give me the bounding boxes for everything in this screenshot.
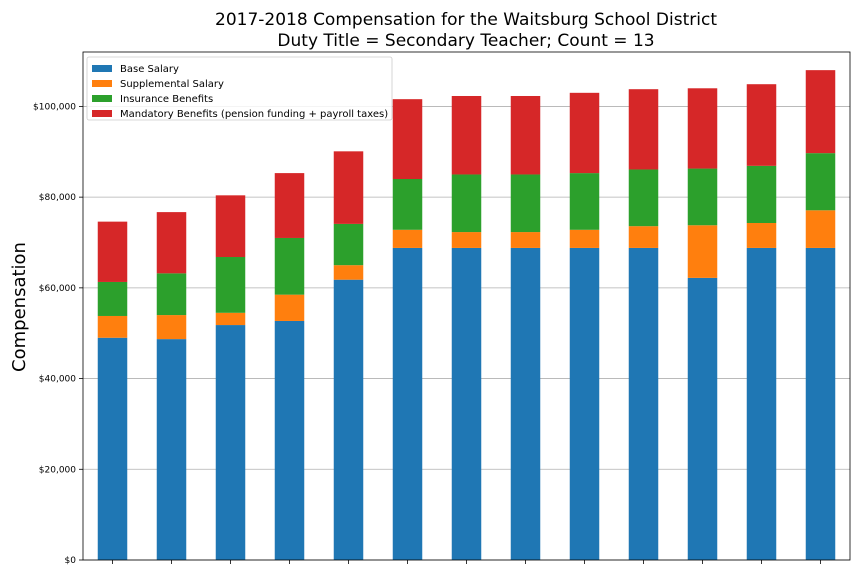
bar-segment-1-8 [510,247,541,560]
bar-segment-4-13 [805,70,836,154]
bar-segment-4-1 [97,221,128,282]
bar-segment-1-2 [156,339,187,560]
bar-segment-3-8 [510,174,541,233]
bar-segment-1-13 [805,247,836,560]
bar-segment-4-4 [274,173,305,238]
bar-segment-2-10 [628,226,659,248]
bar-segment-2-8 [510,232,541,248]
bar-segment-3-5 [333,223,364,266]
bar-segment-4-8 [510,95,541,175]
bar-segment-3-6 [392,179,423,230]
bar-segment-1-10 [628,247,659,560]
legend-swatch [92,95,112,102]
bar-segment-2-4 [274,294,305,321]
bar-segment-3-2 [156,273,187,316]
y-tick-label: $20,000 [39,465,76,475]
y-tick-label: $0 [65,556,77,566]
bar-segment-4-12 [746,84,777,166]
bar-segment-4-2 [156,212,187,274]
bar-segment-4-7 [451,95,482,175]
bar-segment-1-12 [746,247,777,560]
y-tick-label: $40,000 [39,375,76,385]
bar-segment-1-7 [451,247,482,560]
bar-segment-1-6 [392,247,423,560]
legend-swatch [92,65,112,72]
bar-segment-4-5 [333,151,364,224]
bar-segment-3-9 [569,173,600,230]
bar-segment-2-6 [392,229,423,248]
legend-swatch [92,110,112,117]
bar-segment-2-3 [215,312,246,326]
bar-segment-3-3 [215,257,246,313]
bar-segment-1-1 [97,337,128,560]
bar-segment-3-11 [687,168,718,226]
bar-segment-4-11 [687,88,718,169]
bar-segment-3-4 [274,237,305,295]
legend-label: Supplemental Salary [120,79,224,90]
legend-label: Insurance Benefits [120,94,213,105]
bar-segment-1-3 [215,325,246,560]
legend-swatch [92,80,112,87]
bar-segment-1-4 [274,320,305,560]
y-tick-label: $80,000 [39,193,76,203]
bar-segment-2-12 [746,222,777,248]
chart-title: 2017-2018 Compensation for the Waitsburg… [215,10,717,30]
bar-segment-3-12 [746,165,777,223]
bar-segment-2-2 [156,315,187,340]
bar-segment-2-1 [97,315,128,338]
legend: Base Salary Supplemental Salary Insurance … [86,56,393,121]
bar-segment-4-10 [628,89,659,170]
y-ticks: $0 $20,000 $40,000 $60,000 $80,000 $100,000 [33,102,83,566]
bar-segment-2-11 [687,225,718,278]
bar-segment-4-3 [215,195,246,258]
bars [97,70,836,560]
bar-segment-3-1 [97,281,128,316]
bar-segment-2-5 [333,265,364,280]
x-ticks [112,560,821,564]
bar-segment-1-9 [569,247,600,560]
bar-segment-4-6 [392,99,423,179]
legend-label: Mandatory Benefits (pension funding + pa… [120,109,388,120]
bar-segment-4-9 [569,92,600,174]
bar-segment-2-9 [569,229,600,248]
bar-segment-3-13 [805,153,836,211]
bar-segment-1-11 [687,277,718,560]
legend-label: Base Salary [120,64,179,75]
bar-segment-3-7 [451,174,482,233]
chart-subtitle: Duty Title = Secondary Teacher; Count = … [277,31,654,51]
bar-segment-1-5 [333,279,364,560]
bar-segment-2-7 [451,232,482,248]
y-axis-label: Compensation [9,242,30,372]
bar-segment-3-10 [628,169,659,227]
y-tick-label: $100,000 [33,102,76,112]
bar-segment-2-13 [805,210,836,248]
y-tick-label: $60,000 [39,284,76,294]
legend-box [86,56,393,121]
